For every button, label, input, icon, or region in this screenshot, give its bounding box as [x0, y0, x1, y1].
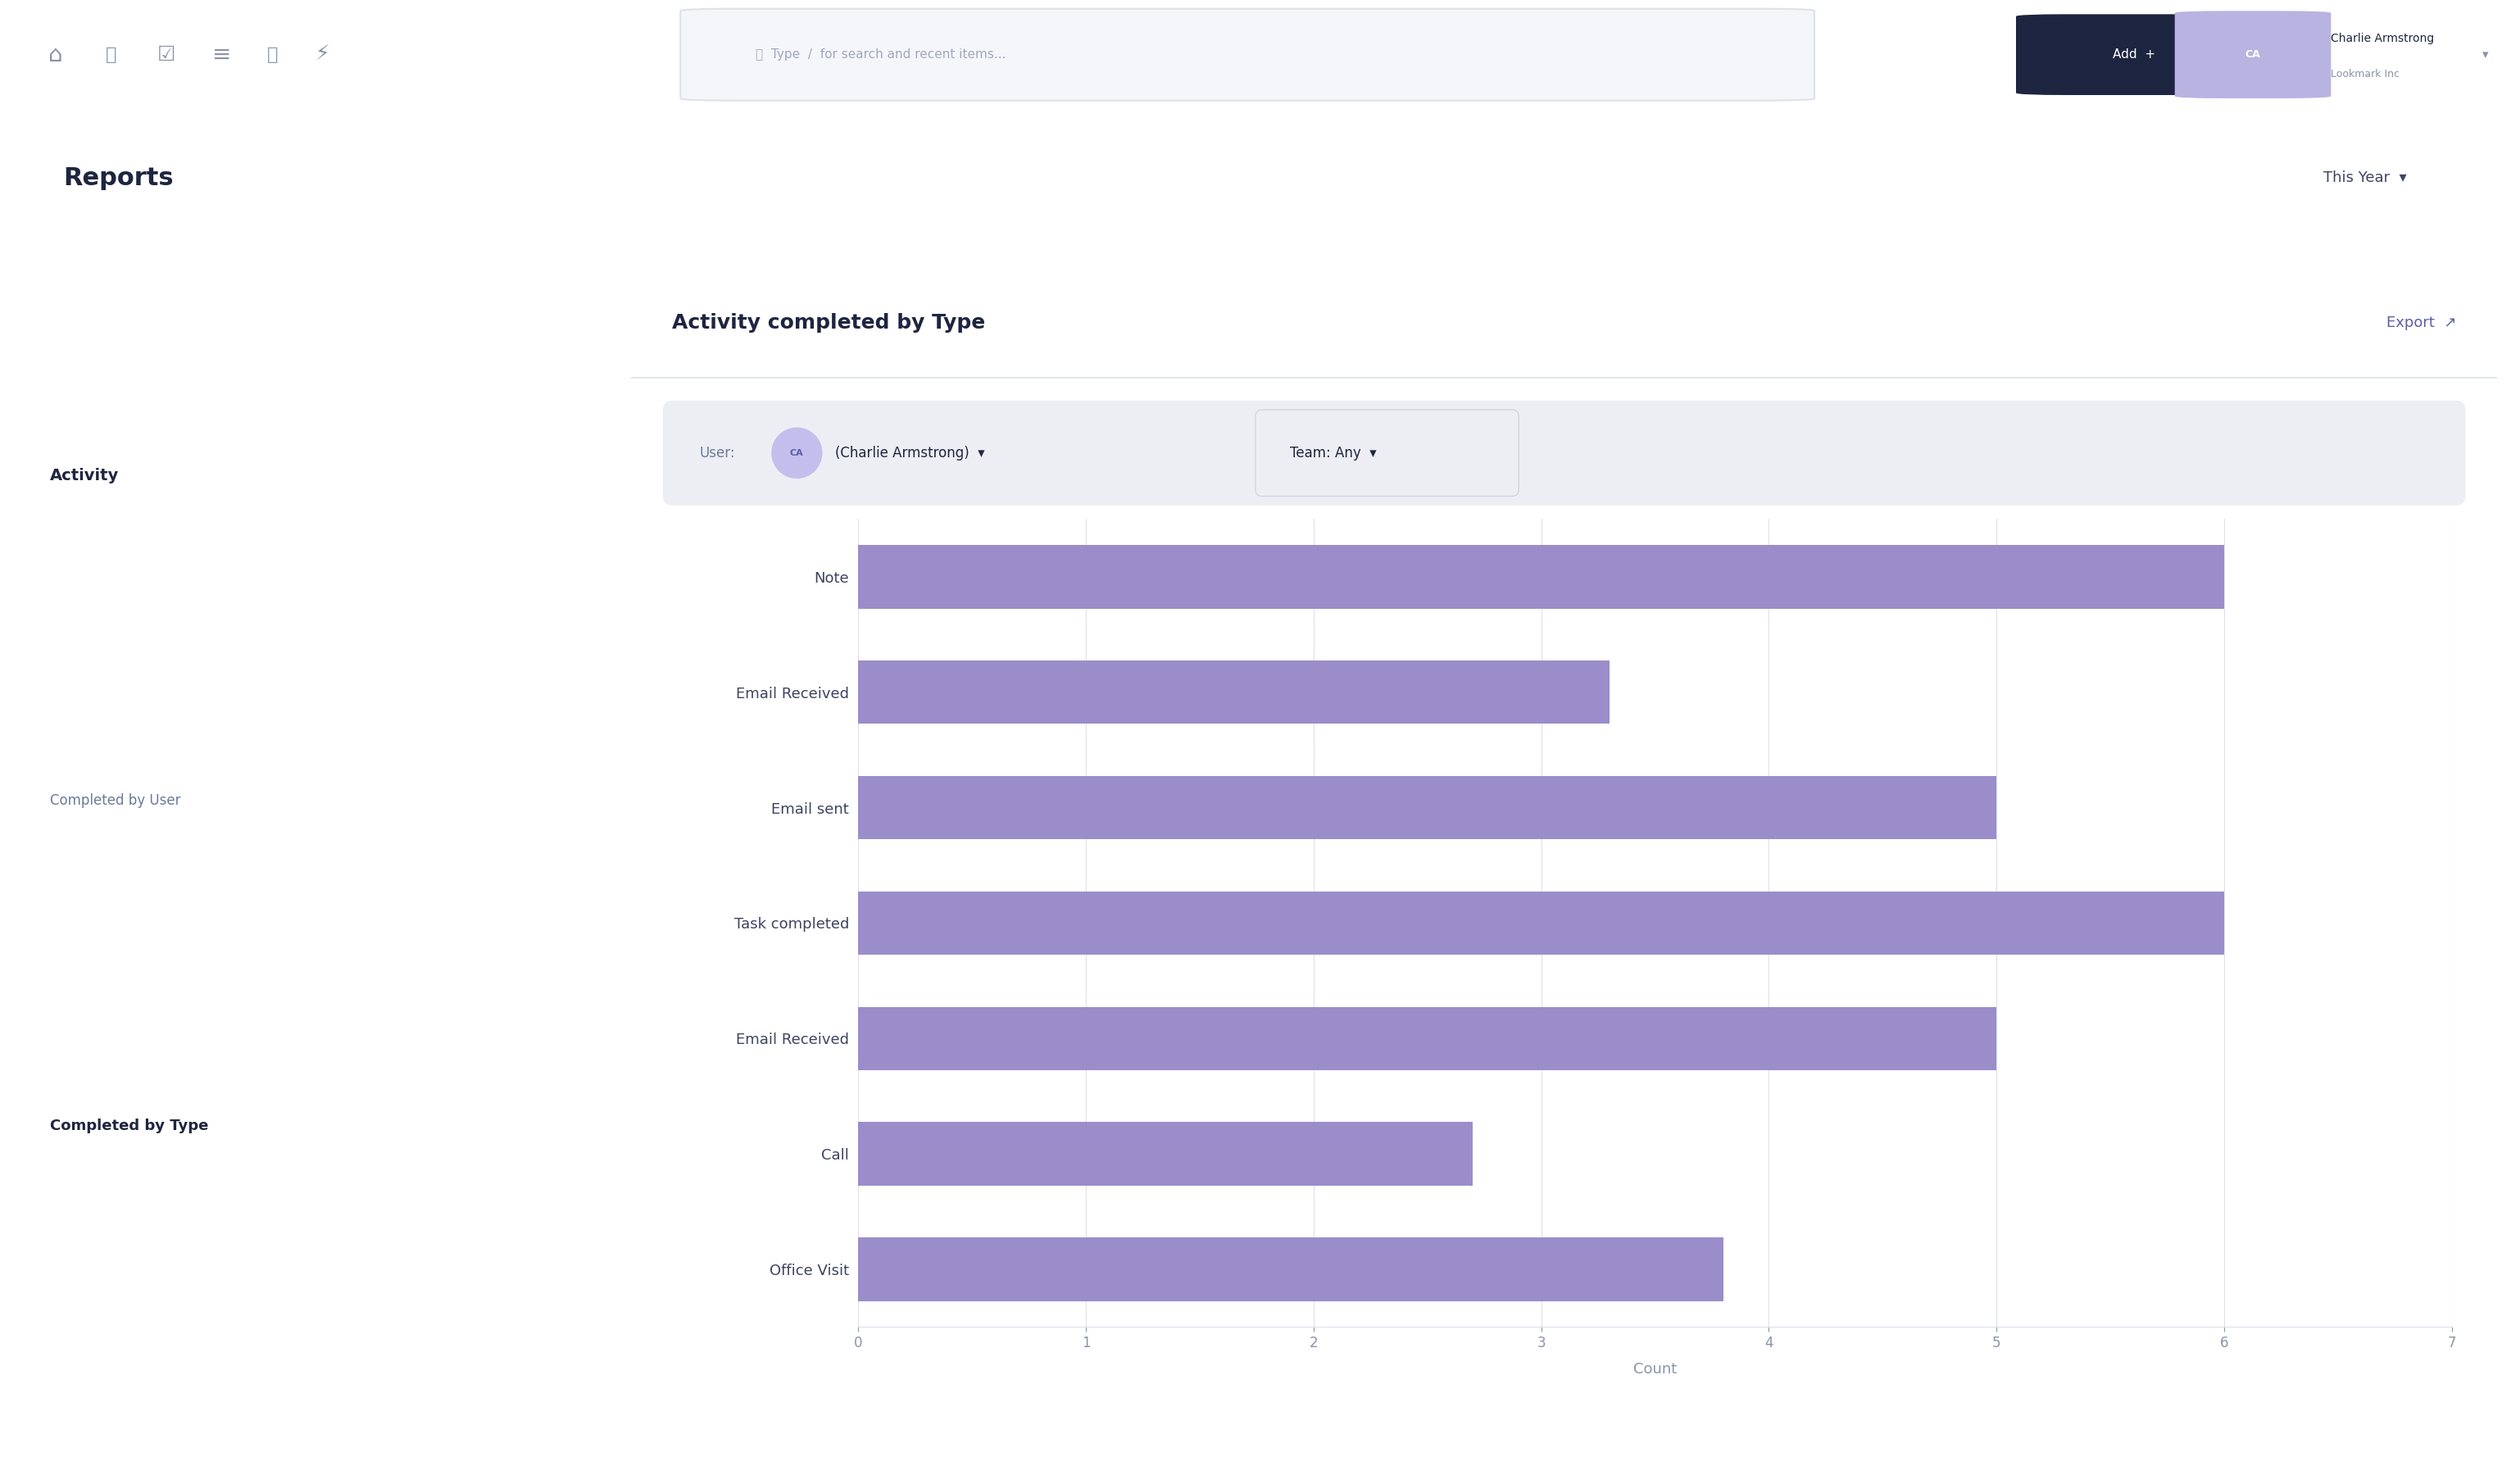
Bar	[859, 544, 2225, 609]
Text: Reports: Reports	[63, 167, 174, 190]
FancyBboxPatch shape	[1255, 410, 1520, 496]
Bar	[859, 1007, 1996, 1071]
FancyBboxPatch shape	[627, 264, 2502, 1446]
Text: ⚡: ⚡	[315, 44, 330, 65]
Text: 👤: 👤	[106, 46, 116, 63]
Text: Charlie Armstrong: Charlie Armstrong	[2331, 32, 2434, 44]
Text: Activity completed by Type: Activity completed by Type	[673, 313, 985, 333]
Text: Completed by Type: Completed by Type	[50, 1118, 209, 1133]
Bar	[859, 891, 2225, 954]
Text: ☑: ☑	[156, 44, 176, 65]
Text: Completed by User: Completed by User	[50, 794, 181, 808]
FancyBboxPatch shape	[2175, 10, 2331, 99]
Text: Lookmark Inc: Lookmark Inc	[2331, 69, 2399, 80]
FancyBboxPatch shape	[680, 9, 1814, 100]
X-axis label: Count: Count	[1633, 1361, 1676, 1376]
Text: ≡: ≡	[212, 43, 232, 66]
Text: Activity: Activity	[50, 468, 118, 484]
Text: Add  +: Add +	[2114, 49, 2155, 60]
Bar	[859, 1238, 1724, 1301]
Text: CA: CA	[2245, 49, 2260, 60]
Bar	[859, 661, 1610, 724]
FancyBboxPatch shape	[2016, 15, 2255, 94]
Text: 🔍  Type  /  for search and recent items...: 🔍 Type / for search and recent items...	[756, 49, 1005, 60]
Text: (Charlie Armstrong)  ▾: (Charlie Armstrong) ▾	[837, 445, 985, 460]
Text: Export  ↗: Export ↗	[2386, 316, 2457, 330]
Text: 📈: 📈	[267, 46, 277, 63]
Text: CA: CA	[789, 448, 804, 457]
Text: Team: Any  ▾: Team: Any ▾	[1290, 445, 1376, 460]
Bar	[859, 776, 1996, 839]
Bar	[859, 1122, 1472, 1186]
Text: This Year  ▾: This Year ▾	[2323, 171, 2407, 186]
Text: ⌂: ⌂	[48, 43, 63, 66]
Circle shape	[771, 428, 822, 478]
FancyBboxPatch shape	[663, 401, 2465, 506]
Text: User:: User:	[698, 445, 736, 460]
Text: ▾: ▾	[2482, 49, 2487, 60]
